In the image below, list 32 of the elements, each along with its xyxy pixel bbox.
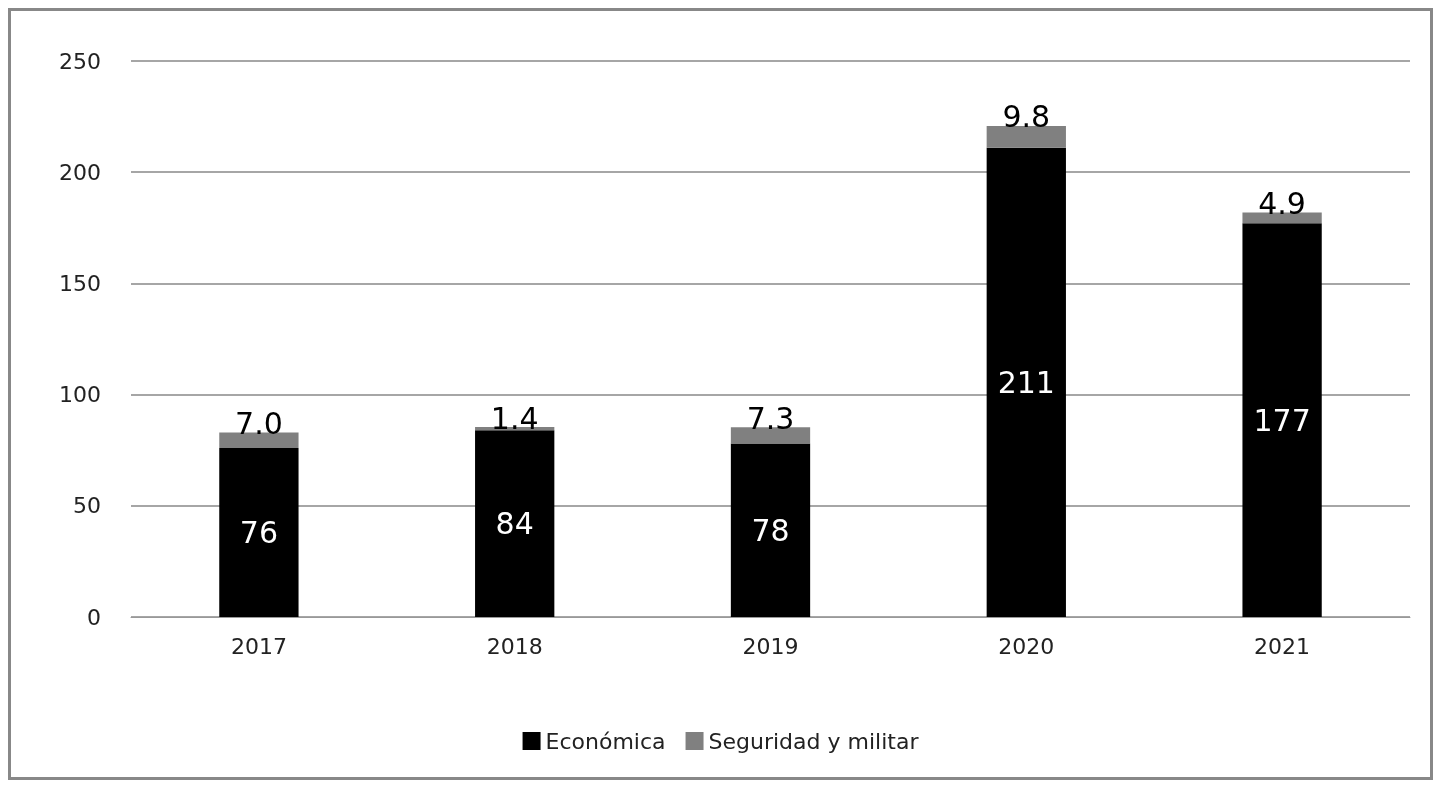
bar	[986, 125, 1066, 148]
bar	[1242, 212, 1322, 224]
data-label: 7.0	[235, 405, 283, 441]
x-tick-label: 2017	[230, 633, 287, 659]
data-label: 76	[239, 514, 278, 550]
x-tick-label: 2018	[486, 633, 543, 659]
y-tick-label: 50	[73, 493, 101, 519]
data-label: 84	[495, 506, 534, 542]
data-label: 78	[751, 512, 790, 548]
y-tick-label: 250	[59, 48, 101, 74]
bar	[1242, 223, 1322, 617]
bar	[986, 147, 1066, 617]
data-label: 9.8	[1002, 99, 1051, 135]
data-label: 1.4	[490, 400, 539, 436]
y-tick-label: 150	[59, 270, 101, 296]
x-tick-label: 2020	[998, 633, 1055, 659]
legend-label: Económica	[545, 728, 666, 754]
data-label: 177	[1253, 402, 1311, 438]
x-tick-label: 2021	[1254, 633, 1311, 659]
y-tick-label: 100	[59, 382, 101, 408]
bar	[730, 443, 811, 617]
data-label: 211	[997, 364, 1055, 400]
bar	[730, 427, 811, 444]
bar	[219, 447, 299, 617]
bar	[219, 432, 299, 448]
bar	[475, 430, 555, 617]
legend-label: Seguridad y militar	[708, 728, 920, 754]
y-tick-label: 200	[59, 159, 101, 185]
data-label: 4.9	[1258, 185, 1306, 221]
y-tick-label: 0	[87, 604, 101, 630]
data-label: 7.3	[746, 400, 795, 436]
x-tick-label: 2019	[742, 633, 799, 659]
